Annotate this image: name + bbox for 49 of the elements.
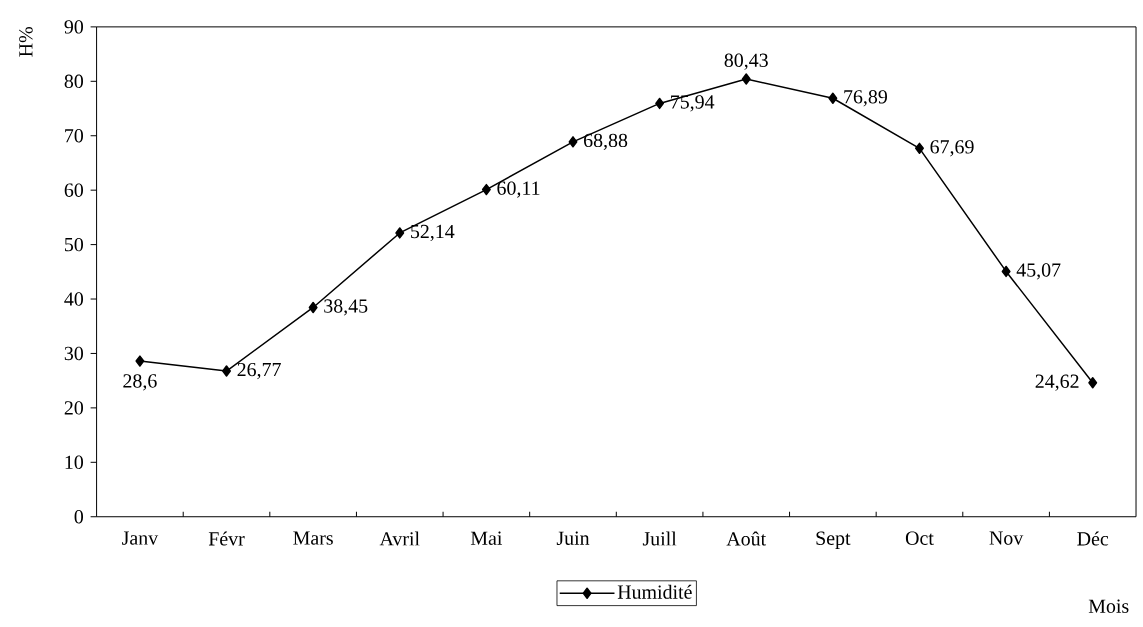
x-tick-label: Nov: [989, 531, 1024, 545]
data-label: 52,14: [411, 224, 455, 241]
point: [135, 355, 145, 367]
data-label: 60,11: [497, 181, 540, 198]
point: [222, 365, 231, 377]
point: [828, 92, 838, 104]
point: [741, 73, 751, 85]
y-tick-label: 40: [64, 292, 84, 306]
legend-label: Humidité: [617, 584, 692, 599]
x-axis-title: Mois: [1088, 599, 1129, 613]
y-tick-label: 10: [65, 455, 84, 469]
y-tick-label: 20: [64, 401, 84, 415]
x-tick-label: Juin: [556, 531, 590, 545]
x-tick-label: Déc: [1077, 531, 1109, 546]
data-label: 26,77: [237, 362, 281, 380]
y-axis-title: H%: [19, 26, 33, 57]
x-tick-label: Mai: [470, 531, 503, 545]
data-label: 45,07: [1016, 263, 1061, 280]
data-label: 67,69: [930, 140, 974, 157]
x-tick-label: Août: [726, 531, 767, 546]
y-tick-label: 90: [64, 20, 84, 34]
point: [1088, 376, 1098, 389]
point: [395, 227, 405, 239]
x-tick-label: Sept: [816, 531, 851, 549]
x-tick-label: Févr: [208, 531, 245, 546]
data-label: 24,62: [1035, 374, 1079, 391]
data-label: 68,88: [584, 133, 628, 150]
point: [308, 301, 318, 314]
y-tick-label: 50: [65, 237, 84, 252]
y-tick-label: 0: [74, 509, 84, 524]
point: [915, 142, 924, 154]
y-tick-label: 60: [64, 183, 84, 197]
data-label: 76,89: [844, 89, 887, 107]
data-label: 80,43: [724, 53, 768, 70]
x-tick-label: Mars: [293, 531, 333, 545]
point: [655, 97, 665, 110]
point: [481, 183, 491, 196]
x-tick-label: Juill: [642, 531, 677, 546]
data-label: 38,45: [324, 299, 368, 316]
point: [568, 135, 578, 148]
data-label: 28,6: [123, 374, 157, 391]
x-tick-label: Oct: [905, 531, 934, 545]
data-label: 75,94: [671, 95, 715, 112]
point: [1001, 265, 1011, 278]
y-tick-label: 70: [65, 128, 84, 143]
x-tick-label: Janv: [122, 531, 159, 545]
y-tick-label: 30: [64, 346, 84, 361]
y-tick-label: 80: [64, 74, 84, 88]
x-tick-label: Avril: [379, 531, 420, 546]
